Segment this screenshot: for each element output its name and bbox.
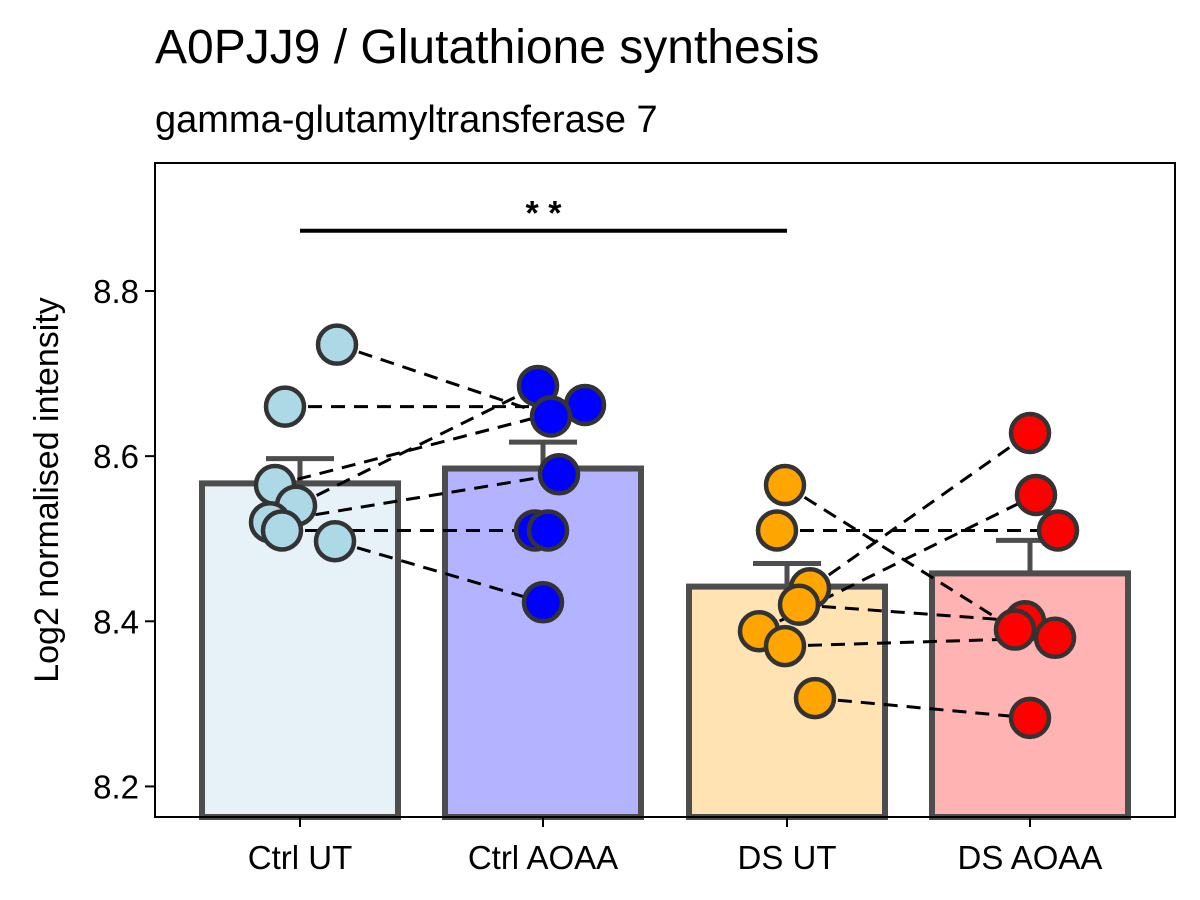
data-point	[755, 509, 799, 552]
paired-line	[336, 343, 552, 418]
data-point	[1014, 473, 1058, 517]
data-point	[529, 395, 573, 438]
data-point	[263, 385, 307, 428]
paired-line	[334, 539, 544, 604]
paired-line	[269, 472, 560, 524]
chart-subtitle: gamma-glutamyltransferase 7	[155, 99, 658, 141]
axes-layer: 8.2 8.4 8.6 8.8 Ctrl UT Ctrl AOAA DS UT DS AOAA	[93, 273, 1102, 876]
data-point	[313, 519, 357, 563]
x-tick-label: Ctrl AOAA	[468, 839, 618, 876]
x-tick-label: Ctrl UT	[248, 839, 352, 876]
data-point	[1033, 616, 1077, 660]
data-point	[777, 583, 821, 627]
data-point	[1008, 696, 1052, 740]
significance-label: * *	[526, 195, 563, 233]
paired-line	[814, 696, 1031, 720]
paired-line	[809, 431, 1031, 590]
x-tick-label: DS UT	[738, 839, 837, 876]
y-tick-label: 8.4	[93, 603, 139, 640]
data-point	[526, 509, 570, 552]
y-tick-label: 8.8	[93, 273, 139, 310]
data-point	[315, 323, 359, 366]
x-tick-label: DS AOAA	[958, 839, 1103, 876]
points-layer	[248, 323, 1080, 740]
data-point	[993, 608, 1037, 651]
y-tick-label: 8.2	[93, 768, 139, 805]
plot-panel-border	[154, 162, 1176, 818]
chart-title: A0PJJ9 / Glutathione synthesis	[155, 21, 819, 74]
paired-line	[798, 603, 1026, 623]
data-point	[793, 676, 837, 720]
data-point	[537, 453, 581, 496]
data-point	[1008, 411, 1052, 455]
y-axis-label: Log2 normalised intensity	[28, 297, 66, 683]
bar-ds-aoaa	[929, 570, 1131, 820]
significance-layer: * *	[300, 195, 787, 233]
data-point	[763, 624, 807, 668]
data-point	[1036, 509, 1080, 552]
data-point	[260, 509, 304, 552]
data-point	[521, 581, 565, 624]
y-tick-label: 8.6	[93, 438, 139, 475]
data-point	[763, 463, 807, 507]
